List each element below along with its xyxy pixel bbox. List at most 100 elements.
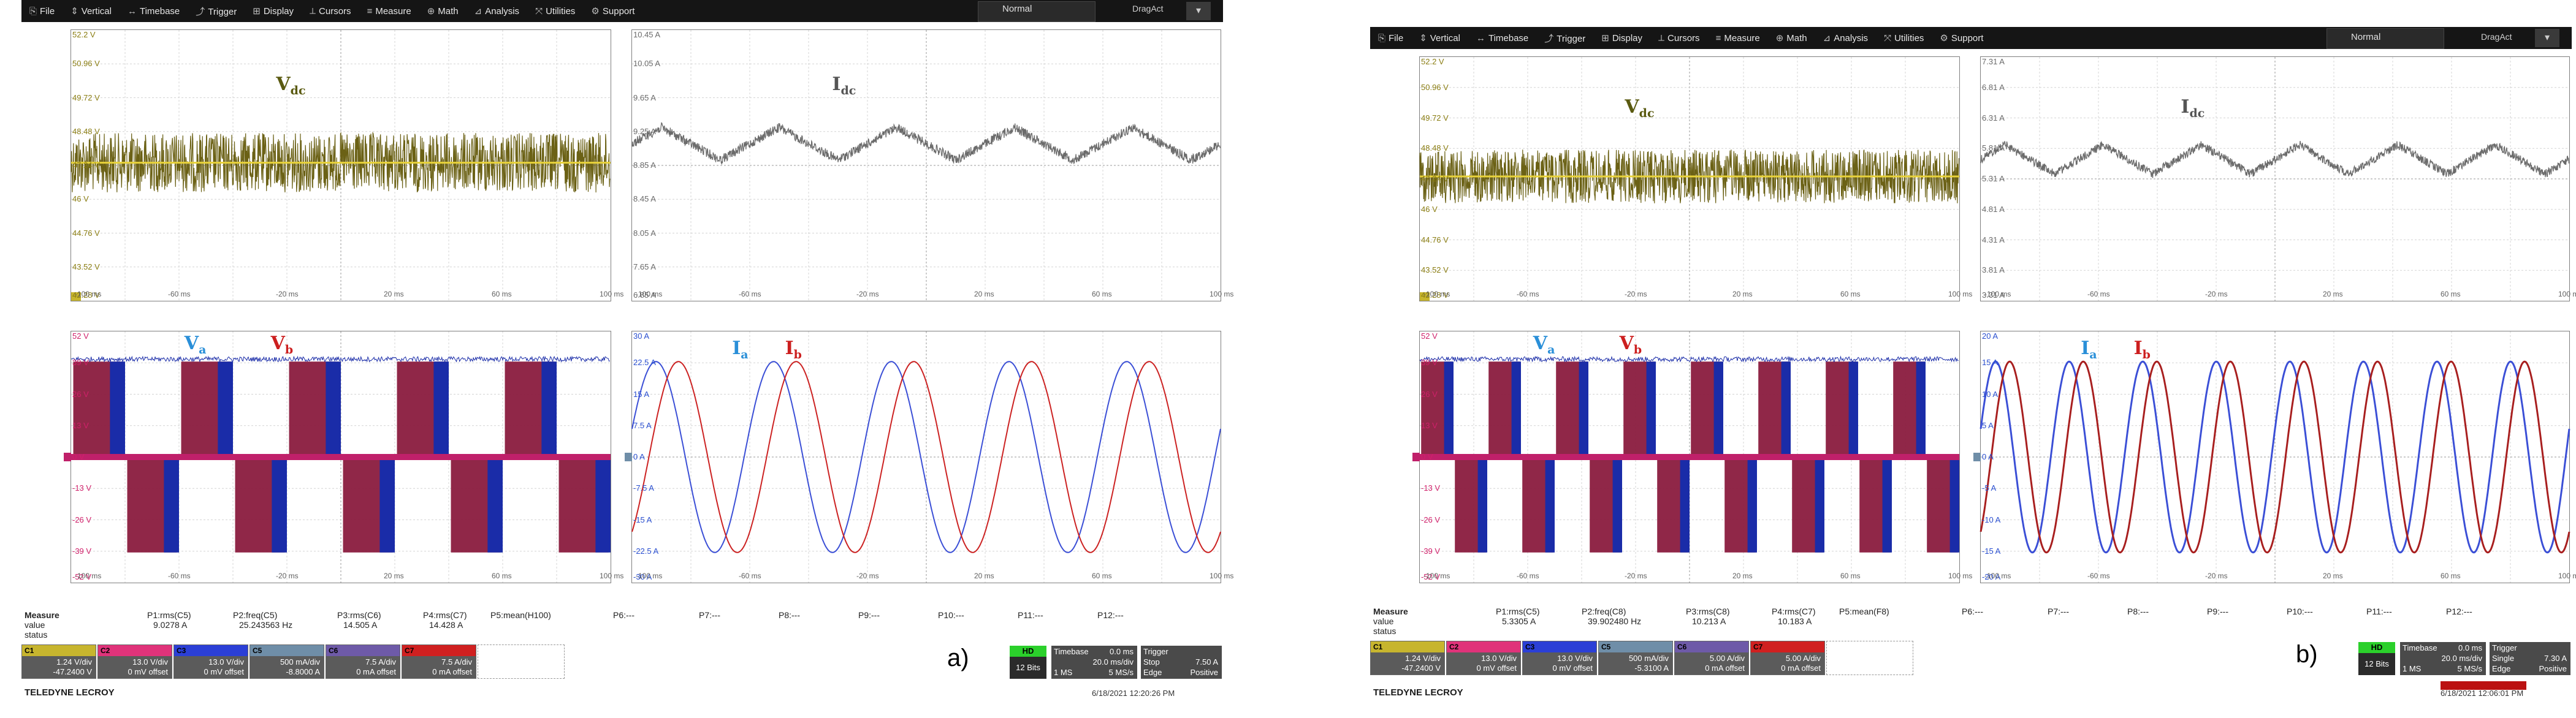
menu-cursors[interactable]: ⟂ Cursors [1650, 33, 1708, 43]
measure-header[interactable]: P6:--- [1962, 607, 1983, 616]
menu-cursors[interactable]: ⟂ Cursors [302, 6, 359, 17]
measure-header[interactable]: P7:--- [2048, 607, 2069, 616]
y-tick-label: 20 A [1982, 331, 1999, 341]
y-tick-label: 7.65 A [633, 262, 656, 271]
measure-header[interactable]: P12:--- [1097, 610, 1124, 620]
channel-box-c7[interactable]: C7 7.5 A/div 0 mA offset [402, 644, 476, 679]
menu-vertical[interactable]: ⇕ Vertical [1411, 32, 1468, 43]
menu-support[interactable]: ⚙ Support [1932, 32, 1991, 43]
va-pwm-block [1545, 457, 1555, 553]
y-tick-label: 9.25 A [633, 126, 656, 136]
date-time: 6/18/2021 12:20:26 PM [1092, 689, 1175, 698]
channel-box-c5[interactable]: C5 500 mA/div -5.3100 A [1598, 641, 1673, 675]
measure-header[interactable]: P5:mean(F8) [1839, 607, 1889, 616]
y-tick-label: 7.5 A [633, 420, 652, 430]
menu-support[interactable]: ⚙ Support [583, 6, 642, 17]
measure-header[interactable]: P4:rms(C7) [423, 610, 467, 620]
channel-box-c5[interactable]: C5 500 mA/div -8.8000 A [250, 644, 324, 679]
menu-display[interactable]: ⊞ Display [245, 6, 302, 17]
measure-header[interactable]: P7:--- [699, 610, 720, 620]
x-tick-label: 100 ms [2558, 290, 2576, 298]
ia-annotation-subscript: a [2089, 348, 2097, 361]
menu-timebase[interactable]: ↔ Timebase [120, 6, 188, 17]
y-tick-label: 5.81 A [1982, 143, 2005, 153]
menu-timebase[interactable]: ↔ Timebase [1468, 33, 1536, 43]
timebase-box[interactable]: Timebase 0.0 ms 20.0 ms/div 1 MS 5 MS/s [1051, 646, 1137, 679]
channel-box-c2[interactable]: C2 13.0 V/div 0 mV offset [97, 644, 172, 679]
idc-annotation-letter: I [832, 73, 841, 95]
x-tick-label: 100 ms [1948, 572, 1973, 580]
measure-header[interactable]: P8:--- [2127, 607, 2149, 616]
x-tick-label: -60 ms [739, 290, 761, 298]
menu-utilities[interactable]: ⤧ Utilities [1876, 33, 1932, 43]
measure-header[interactable]: P1:rms(C5) [1496, 607, 1540, 616]
measure-header[interactable]: P2:freq(C5) [233, 610, 278, 620]
menu-file[interactable]: ⎘ File [21, 6, 63, 17]
zero-band [71, 454, 611, 460]
menu-trigger[interactable]: ⤴ Trigger [188, 5, 245, 18]
y-tick-label: 8.45 A [633, 194, 656, 204]
measure-header[interactable]: P9:--- [2207, 607, 2228, 616]
trigger-box[interactable]: Trigger Single 7.30 A Edge Positive [2490, 642, 2570, 675]
menu-label: Trigger [1557, 33, 1586, 44]
measure-header[interactable]: P2:freq(C8) [1582, 607, 1626, 616]
channel-box-c7[interactable]: C7 5.00 A/div 0 mA offset [1750, 641, 1825, 675]
va-pwm-block [541, 361, 557, 457]
vb-annotation: Vb [1620, 333, 1642, 357]
menu-math[interactable]: ⊕ Math [419, 6, 467, 17]
trigger-type: Edge [1143, 668, 1162, 677]
measure-header[interactable]: P9:--- [858, 610, 880, 620]
y-tick-label: 43.52 V [72, 262, 100, 271]
va-annotation-subscript: a [1547, 343, 1555, 357]
va-pwm-block [1579, 361, 1588, 457]
timebase-box[interactable]: Timebase 0.0 ms 20.0 ms/div 1 MS 5 MS/s [2400, 642, 2486, 675]
measure-header[interactable]: P4:rms(C7) [1772, 607, 1816, 616]
trigger-box[interactable]: Trigger Stop 7.50 A Edge Positive [1141, 646, 1222, 679]
x-tick-label: 60 ms [1092, 290, 1112, 298]
measure-header[interactable]: P1:rms(C5) [147, 610, 191, 620]
channel-box-c1[interactable]: C1 1.24 V/div -47.2400 V [21, 644, 96, 679]
measure-header[interactable]: P10:--- [2287, 607, 2313, 616]
trigger-mode-box[interactable] [2326, 28, 2444, 49]
menu-collapse-button[interactable]: ▾ [2535, 29, 2559, 47]
menu-display[interactable]: ⊞ Display [1593, 32, 1650, 43]
menu-utilities[interactable]: ⤧ Utilities [527, 6, 583, 17]
brand-logo: TELEDYNE LECROY [1373, 687, 1463, 698]
channel-box-c2[interactable]: C2 13.0 V/div 0 mV offset [1446, 641, 1521, 675]
menu-analysis-icon: ⊿ [1823, 33, 1831, 43]
channel-box-c3[interactable]: C3 13.0 V/div 0 mV offset [173, 644, 248, 679]
menu-analysis[interactable]: ⊿ Analysis [467, 6, 527, 17]
menu-collapse-button[interactable]: ▾ [1186, 2, 1211, 20]
va-annotation-letter: V [184, 333, 199, 354]
measure-header[interactable]: P11:--- [2366, 607, 2392, 616]
trigger-mode-box[interactable] [978, 1, 1096, 22]
channel-box-c6[interactable]: C6 7.5 A/div 0 mA offset [326, 644, 400, 679]
measure-header[interactable]: P3:rms(C6) [337, 610, 381, 620]
measure-header[interactable]: P6:--- [613, 610, 634, 620]
measure-header[interactable]: P12:--- [2446, 607, 2472, 616]
menu-measure[interactable]: ≡ Measure [1708, 33, 1768, 43]
y-tick-label: 49.72 V [1421, 113, 1449, 123]
menu-vertical[interactable]: ⇕ Vertical [63, 6, 120, 17]
channel-box-c3[interactable]: C3 13.0 V/div 0 mV offset [1522, 641, 1597, 675]
y-tick-label: 3.31 A [1982, 290, 2005, 300]
x-tick-label: 60 ms [492, 290, 512, 298]
channel-name: C3 [174, 645, 248, 656]
menu-measure[interactable]: ≡ Measure [359, 6, 419, 17]
menu-math[interactable]: ⊕ Math [1768, 32, 1815, 43]
y-tick-label: 13 V [72, 420, 89, 430]
channel-offset: 0 mA offset [356, 667, 396, 676]
measure-header[interactable]: P3:rms(C8) [1686, 607, 1730, 616]
ib-trace [1980, 360, 2570, 554]
channel-vdiv: 500 mA/div [1628, 654, 1669, 663]
measure-header[interactable]: P5:mean(H100) [490, 610, 551, 620]
menu-trigger[interactable]: ⤴ Trigger [1536, 32, 1593, 45]
measure-header[interactable]: P10:--- [938, 610, 964, 620]
menu-analysis[interactable]: ⊿ Analysis [1815, 32, 1876, 43]
measure-header[interactable]: P8:--- [779, 610, 800, 620]
menu-file[interactable]: ⎘ File [1370, 33, 1411, 43]
y-tick-label: 46 V [1421, 204, 1438, 214]
channel-box-c1[interactable]: C1 1.24 V/div -47.2400 V [1370, 641, 1445, 675]
channel-box-c6[interactable]: C6 5.00 A/div 0 mA offset [1674, 641, 1749, 675]
measure-header[interactable]: P11:--- [1018, 610, 1043, 620]
